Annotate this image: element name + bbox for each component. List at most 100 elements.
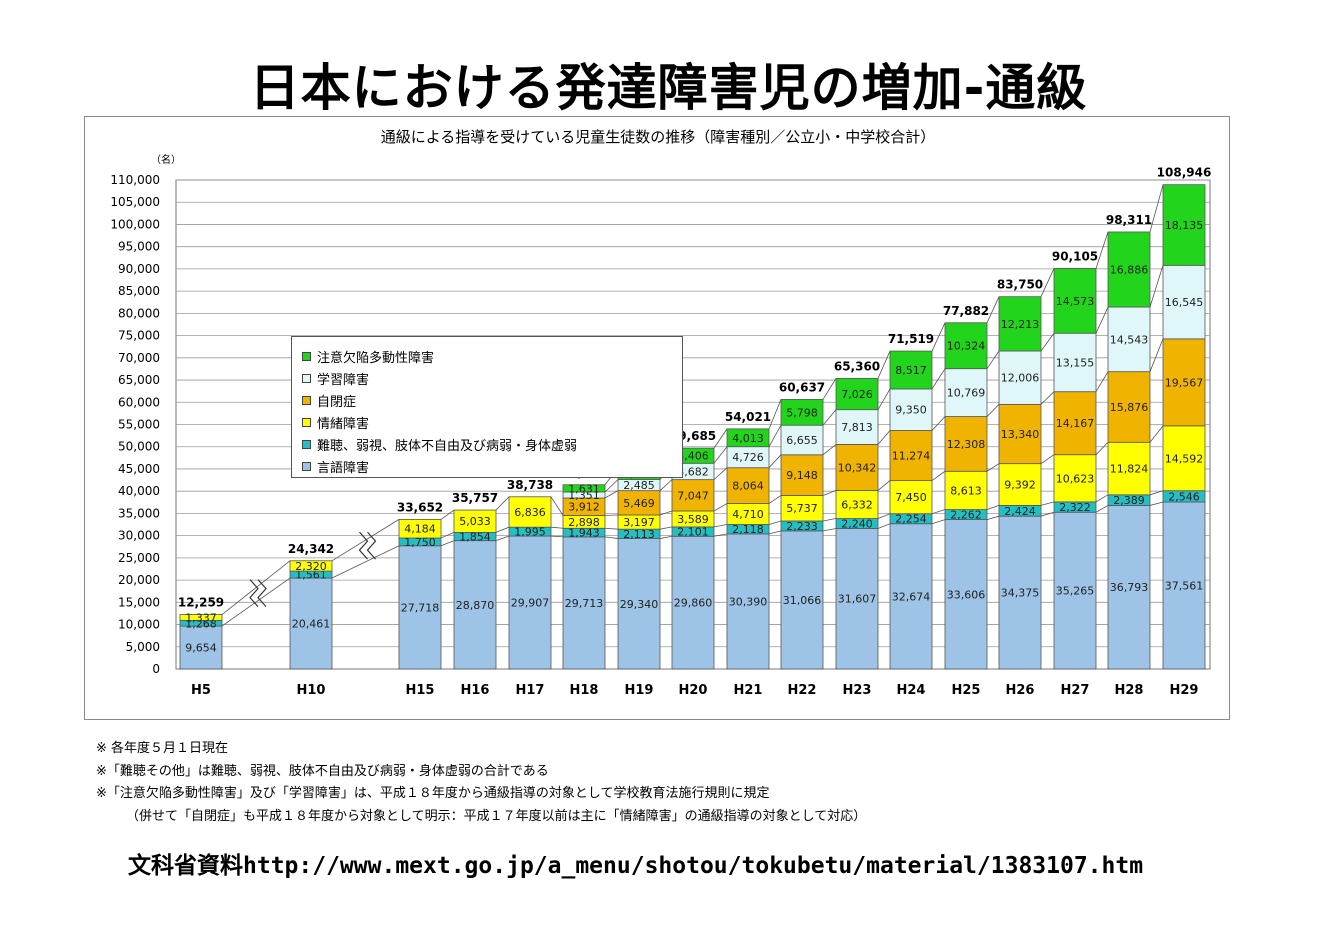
x-tick-label: H17 xyxy=(516,683,545,698)
segment-value-label: 10,769 xyxy=(947,387,986,400)
connector-line xyxy=(931,509,946,515)
chart-frame: 通級による指導を受けている児童生徒数の推移（障害種別／公立小・中学校合計） （名）… xyxy=(84,116,1230,720)
connector-line xyxy=(1040,391,1055,405)
segment-value-label: 6,836 xyxy=(514,506,546,519)
connector-line xyxy=(659,526,673,530)
bar-segment xyxy=(289,560,333,572)
bar-segment xyxy=(1053,454,1097,503)
connector-line xyxy=(604,527,619,530)
segment-value-label: 18,135 xyxy=(1165,219,1204,232)
bar-segment xyxy=(1053,391,1097,456)
connector-line xyxy=(1149,338,1164,372)
segment-value-label: 1,854 xyxy=(459,531,491,544)
y-tick-label: 70,000 xyxy=(118,351,160,365)
connector-line xyxy=(986,505,1000,510)
segment-value-label: 7,450 xyxy=(895,491,927,504)
bar-segment xyxy=(944,416,988,472)
connector-line xyxy=(659,479,673,491)
x-tick-label: H26 xyxy=(1006,683,1035,698)
axis-break-mark xyxy=(257,579,267,608)
connector-line xyxy=(440,532,455,539)
legend-swatch xyxy=(302,396,311,405)
segment-value-label: 10,324 xyxy=(947,340,986,353)
connector-line xyxy=(550,526,564,529)
bar-segment xyxy=(835,378,879,411)
axis-break-mark xyxy=(366,531,377,560)
segment-value-label: 11,274 xyxy=(892,450,931,463)
legend-label: 自閉症 xyxy=(317,395,357,410)
segment-value-label: 9,654 xyxy=(185,642,217,655)
segment-value-label: 19,567 xyxy=(1165,376,1204,389)
connector-line xyxy=(713,533,728,537)
connector-line xyxy=(1095,306,1109,334)
legend-swatch xyxy=(302,352,311,361)
connector-line xyxy=(1095,441,1109,455)
connector-line xyxy=(877,388,891,410)
bar-segment xyxy=(889,480,933,515)
segment-value-label: 4,710 xyxy=(732,508,764,521)
connector-line xyxy=(495,496,510,511)
connector-line xyxy=(1040,511,1055,517)
segment-value-label: 1,337 xyxy=(185,611,217,624)
bar-total-label: 38,738 xyxy=(507,478,553,492)
connector-line xyxy=(986,463,1000,472)
y-tick-label: 90,000 xyxy=(118,262,160,276)
y-tick-label: 50,000 xyxy=(118,440,160,454)
segment-value-label: 13,340 xyxy=(1001,428,1040,441)
y-tick-label: 80,000 xyxy=(118,306,160,320)
legend-item: 自閉症 xyxy=(302,391,356,410)
segment-value-label: 9,392 xyxy=(1004,479,1036,492)
segment-value-label: 2,254 xyxy=(895,513,927,526)
y-tick-label: 105,000 xyxy=(110,195,160,209)
segment-value-label: 29,340 xyxy=(620,598,659,611)
y-tick-label: 30,000 xyxy=(118,529,160,543)
x-tick-label: H25 xyxy=(952,683,981,698)
bar-segment xyxy=(998,350,1042,405)
segment-value-label: 6,332 xyxy=(841,498,873,511)
bar-segment xyxy=(944,519,988,670)
segment-value-label: 8,517 xyxy=(895,364,927,377)
legend-label: 言語障害 xyxy=(317,461,370,476)
legend-item: 学習障害 xyxy=(302,369,369,388)
segment-value-label: 2,546 xyxy=(1168,490,1200,503)
segment-value-label: 3,197 xyxy=(623,516,655,529)
y-tick-label: 40,000 xyxy=(118,484,160,498)
y-tick-label: 55,000 xyxy=(118,418,160,432)
bar-segment xyxy=(179,614,223,621)
y-tick-label: 10,000 xyxy=(118,618,160,632)
bar-total-label: 77,882 xyxy=(943,304,989,318)
segment-value-label: 14,573 xyxy=(1056,295,1095,308)
segment-value-label: 34,375 xyxy=(1001,587,1040,600)
connector-line xyxy=(550,496,564,516)
bar-segment xyxy=(780,495,824,522)
bar-segment xyxy=(289,577,333,670)
y-tick-label: 25,000 xyxy=(118,551,160,565)
bar-segment xyxy=(998,403,1042,465)
x-tick-label: H24 xyxy=(897,683,926,698)
segment-value-label: 3,589 xyxy=(677,513,709,526)
y-tick-label: 15,000 xyxy=(118,595,160,609)
bar-segment xyxy=(889,430,933,482)
bar-segment xyxy=(1162,425,1206,492)
legend-item: 言語障害 xyxy=(302,457,369,476)
segment-value-label: 8,613 xyxy=(950,484,982,497)
connector-line xyxy=(822,378,837,400)
segment-value-label: 10,342 xyxy=(838,461,877,474)
x-tick-label: H15 xyxy=(406,683,435,698)
connector-line xyxy=(221,577,291,627)
bar-segment xyxy=(398,519,442,539)
x-tick-label: H19 xyxy=(625,683,654,698)
segment-value-label: 2,389 xyxy=(1113,494,1145,507)
connector-line xyxy=(1149,184,1164,233)
connector-line xyxy=(822,409,837,426)
x-tick-label: H28 xyxy=(1115,683,1144,698)
bar-segment xyxy=(726,428,770,448)
segment-value-label: 1,631 xyxy=(568,482,600,495)
connector-line xyxy=(1095,231,1109,269)
x-tick-label: H16 xyxy=(461,683,490,698)
bar-segment xyxy=(1053,332,1097,393)
y-tick-label: 20,000 xyxy=(118,573,160,587)
bar-segment xyxy=(835,489,879,519)
bar-segment xyxy=(944,368,988,417)
segment-value-label: 14,167 xyxy=(1056,417,1095,430)
